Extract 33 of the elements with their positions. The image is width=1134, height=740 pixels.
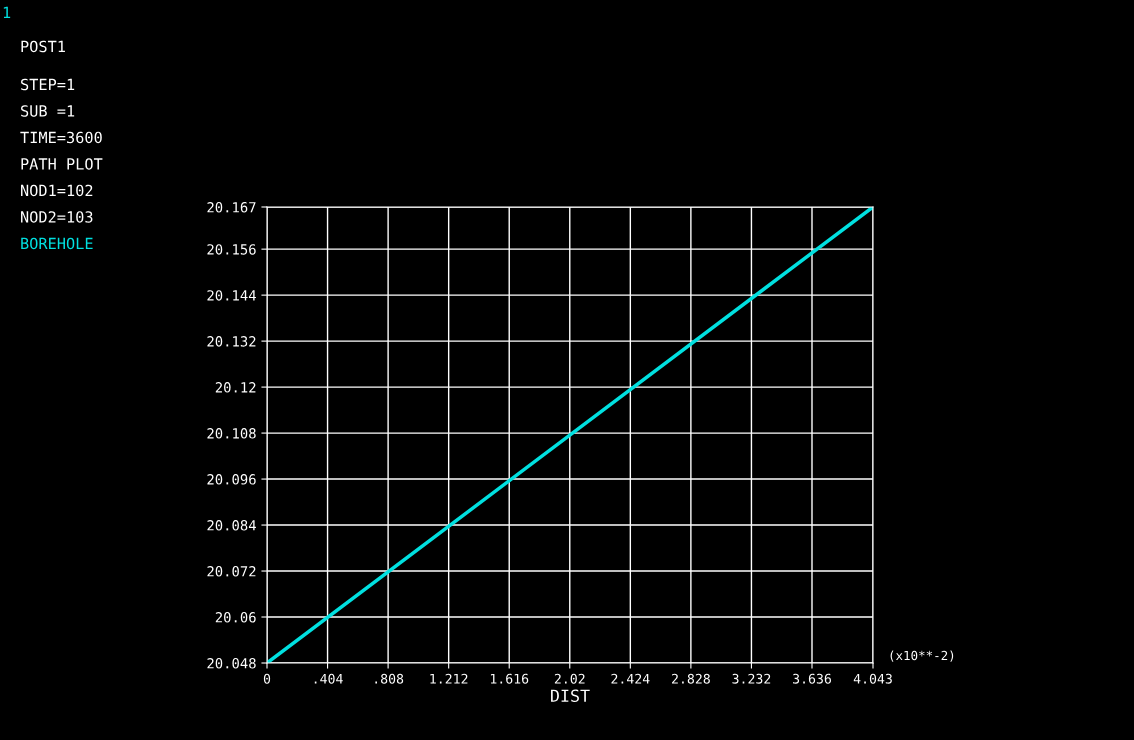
x-tick-label: 1.212: [430, 673, 468, 684]
y-tick-label: 20.108: [207, 428, 256, 439]
text: PATH PLOT: [21, 158, 103, 170]
text: 1: [3, 6, 11, 18]
y-tick-label: 20.06: [215, 612, 256, 623]
x-tick-label: 4.043: [853, 673, 892, 684]
y-tick-label: 20.132: [207, 336, 256, 347]
y-tick-label: 20.12: [215, 382, 256, 393]
x-tick-label: 3.636: [793, 673, 831, 684]
y-tick-label: 20.156: [207, 244, 256, 255]
y-tick-label: 20.048: [207, 658, 256, 669]
x-tick-label: 3.232: [732, 673, 771, 684]
x-axis-title: DIST: [551, 689, 590, 703]
text: TIME=3600: [20, 131, 102, 144]
text: (x10**-2): [890, 650, 954, 662]
x-tick-label: 0: [263, 673, 271, 684]
y-tick-label: 20.084: [207, 520, 256, 531]
y-tick-label: 20.096: [207, 474, 256, 485]
x-tick-label: 2.828: [672, 673, 710, 684]
text: NOD2=103: [21, 211, 93, 223]
text: POST1: [21, 40, 65, 53]
x-tick-label: 2.02: [554, 673, 585, 684]
x-tick-label: .808: [375, 673, 404, 684]
text: BOREHOLE: [21, 237, 93, 250]
y-tick-label: 20.072: [207, 566, 256, 577]
text: NOD1=102: [21, 184, 93, 197]
text: STEP=1: [21, 78, 75, 91]
y-tick-label: 20.167: [207, 202, 256, 213]
x-tick-label: 1.616: [490, 673, 529, 684]
y-tick-label: 20.144: [207, 290, 256, 301]
x-tick-label: .404: [314, 673, 343, 684]
text: SUB =1: [21, 105, 75, 117]
x-tick-label: 2.424: [611, 673, 650, 684]
